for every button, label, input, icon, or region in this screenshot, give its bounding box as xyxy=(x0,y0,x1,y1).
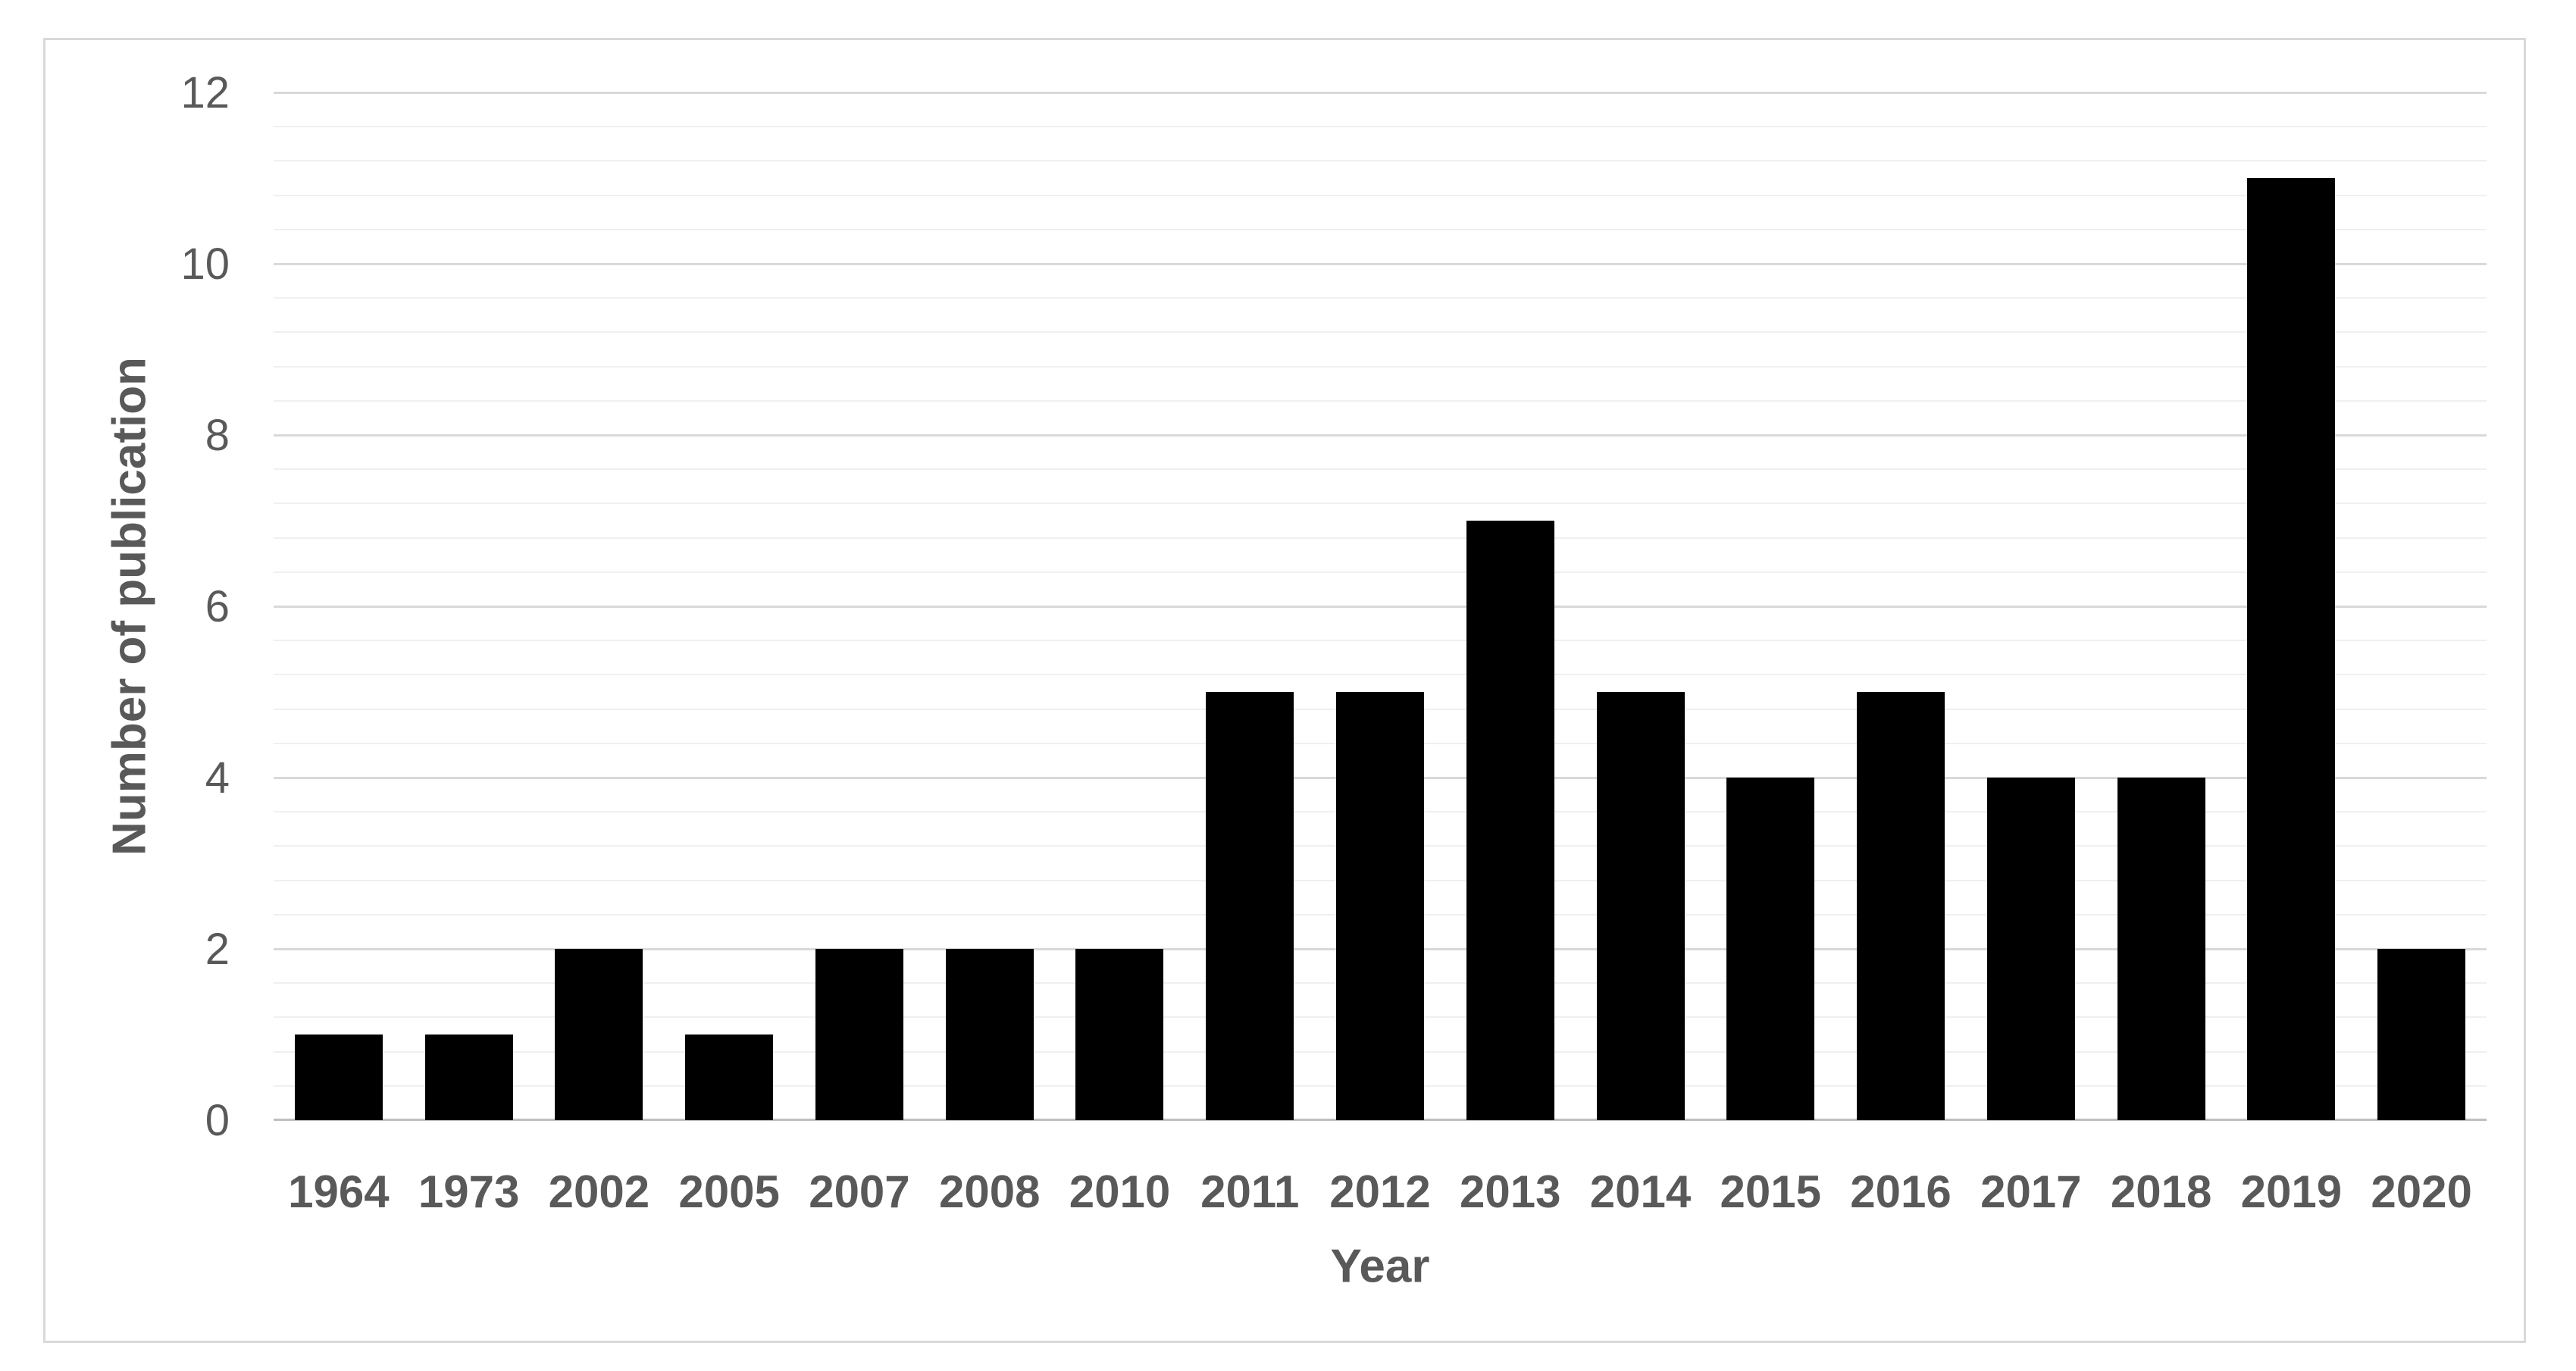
major-gridline xyxy=(274,263,2487,265)
x-tick-label: 1973 xyxy=(418,1166,520,1217)
minor-gridline xyxy=(274,502,2487,505)
x-tick-label: 2008 xyxy=(938,1166,1041,1217)
minor-gridline xyxy=(274,640,2487,642)
minor-gridline xyxy=(274,674,2487,676)
major-gridline xyxy=(274,434,2487,437)
bar-2002 xyxy=(555,949,643,1120)
bar-2015 xyxy=(1726,778,1815,1120)
x-tick-label: 2019 xyxy=(2240,1166,2343,1217)
y-tick-label: 0 xyxy=(205,1096,230,1145)
minor-gridline xyxy=(274,297,2487,299)
bar-2011 xyxy=(1206,692,1294,1120)
minor-gridline xyxy=(274,331,2487,333)
x-tick-label: 2016 xyxy=(1850,1166,1952,1217)
bar-2019 xyxy=(2247,178,2336,1120)
minor-gridline xyxy=(274,571,2487,573)
x-tick-label: 2018 xyxy=(2110,1166,2212,1217)
bar-2016 xyxy=(1857,692,1945,1120)
bar-2012 xyxy=(1336,692,1424,1120)
major-gridline xyxy=(274,606,2487,608)
bar-2014 xyxy=(1596,692,1685,1120)
minor-gridline xyxy=(274,399,2487,402)
y-tick-label: 8 xyxy=(205,411,230,460)
bar-2008 xyxy=(945,949,1034,1120)
minor-gridline xyxy=(274,228,2487,230)
plot-area xyxy=(274,92,2487,1121)
major-gridline xyxy=(274,92,2487,94)
bar-2020 xyxy=(2377,949,2466,1120)
x-tick-label: 2010 xyxy=(1069,1166,1171,1217)
bar-2007 xyxy=(815,949,903,1120)
minor-gridline xyxy=(274,468,2487,471)
x-tick-label: 2011 xyxy=(1200,1166,1300,1217)
minor-gridline xyxy=(274,194,2487,196)
x-tick-label: 2017 xyxy=(1980,1166,2082,1217)
x-tick-label: 2002 xyxy=(548,1166,650,1217)
bar-2005 xyxy=(685,1035,774,1120)
x-tick-label: 2020 xyxy=(2371,1166,2472,1217)
x-tick-label: 2007 xyxy=(809,1166,910,1217)
y-tick-label: 2 xyxy=(205,925,230,974)
x-tick-label: 2005 xyxy=(678,1166,780,1217)
x-tick-label: 2012 xyxy=(1329,1166,1431,1217)
bar-1964 xyxy=(294,1035,383,1120)
bar-2010 xyxy=(1075,949,1164,1120)
bar-2013 xyxy=(1466,521,1554,1120)
y-tick-label: 12 xyxy=(180,68,230,117)
y-tick-label: 6 xyxy=(205,582,230,631)
x-tick-label: 2014 xyxy=(1589,1166,1692,1217)
minor-gridline xyxy=(274,537,2487,539)
bar-2017 xyxy=(1986,778,2075,1120)
minor-gridline xyxy=(274,126,2487,128)
x-axis-title: Year xyxy=(1330,1240,1430,1293)
minor-gridline xyxy=(274,365,2487,368)
minor-gridline xyxy=(274,160,2487,162)
x-tick-label: 1964 xyxy=(288,1166,390,1217)
bar-2018 xyxy=(2117,778,2205,1120)
chart-frame: Number of publication 0 2 4 6 8 10 12 1964 1973… xyxy=(43,38,2526,1343)
x-tick-label: 2015 xyxy=(1720,1166,1822,1217)
x-tick-label: 2013 xyxy=(1460,1166,1561,1217)
bar-1973 xyxy=(424,1035,513,1120)
y-tick-label: 10 xyxy=(180,239,230,289)
y-tick-label: 4 xyxy=(205,753,230,803)
